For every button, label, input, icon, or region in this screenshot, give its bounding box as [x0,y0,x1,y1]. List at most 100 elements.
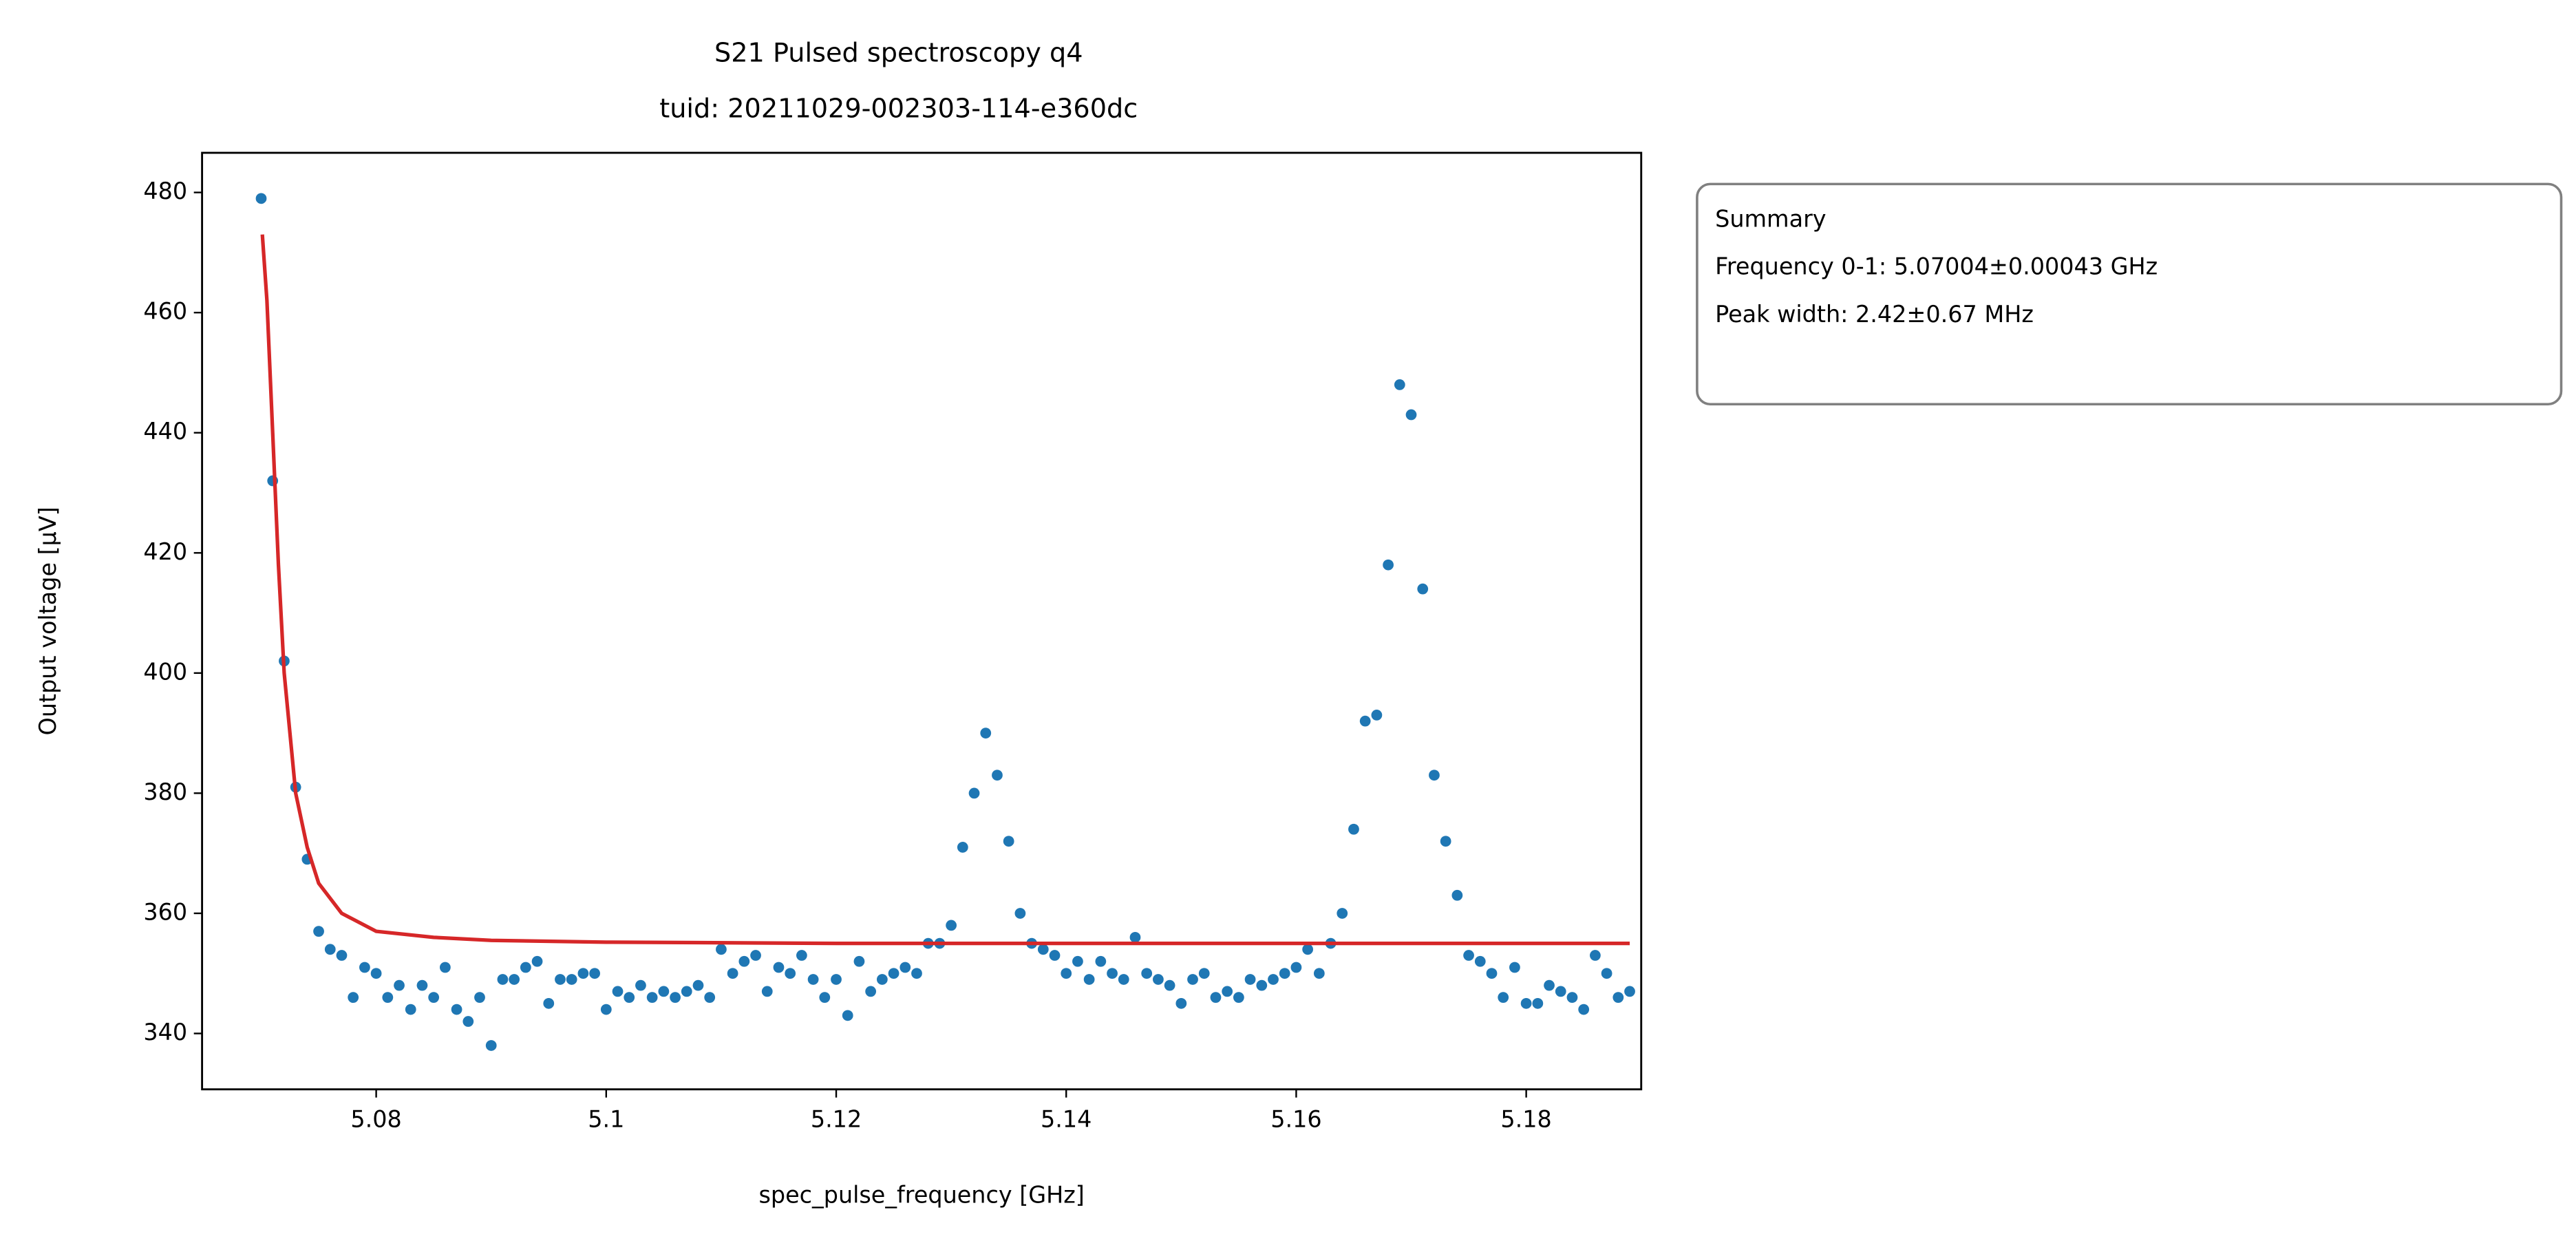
data-point [819,992,831,1004]
data-point [773,962,785,973]
data-point [635,979,646,991]
data-point [1498,992,1509,1004]
data-point [646,992,658,1004]
data-point [900,962,911,973]
data-point [451,1004,462,1015]
data-point [992,770,1003,781]
data-point [394,979,405,991]
data-point [1153,974,1164,985]
data-point [692,979,704,991]
x-tick-label: 5.16 [1270,1106,1321,1133]
data-point [785,968,796,979]
data-point [1061,968,1072,979]
data-point [681,986,692,997]
data-point [1095,955,1107,967]
x-tick-label: 5.14 [1041,1106,1092,1133]
data-point [474,992,485,1004]
x-tick-label: 5.12 [811,1106,862,1133]
data-point [566,974,577,985]
data-point [716,944,727,955]
data-point [1083,974,1095,985]
data-point [1256,979,1268,991]
summary-box [1696,182,2563,406]
data-point [1509,962,1520,973]
data-point [520,962,531,973]
y-tick-label: 480 [143,178,187,204]
data-point [405,1004,416,1015]
data-point [1279,968,1290,979]
chart-title: S21 Pulsed spectroscopy q4 [714,38,1083,68]
data-point [1164,979,1175,991]
data-point [1532,997,1544,1009]
data-point [1394,379,1405,390]
data-point [911,968,922,979]
data-point [1037,944,1049,955]
data-point [1383,559,1394,571]
summary-width: Peak width: 2.42±0.67 MHz [1715,301,2034,328]
data-point [1302,944,1314,955]
y-tick-label: 340 [143,1019,187,1046]
data-point [348,992,359,1004]
data-point [1578,1004,1590,1015]
x-tick-label: 5.18 [1500,1106,1551,1133]
data-point [462,1016,474,1027]
data-point [831,974,842,985]
plot-frame [201,151,1643,1091]
y-tick-label: 400 [143,658,187,685]
data-point [324,944,336,955]
data-point [1290,962,1302,973]
data-point [382,992,394,1004]
data-point [957,842,968,853]
data-point [531,955,543,967]
data-point [1440,836,1451,847]
chart-subtitle: tuid: 20211029-002303-114-e360dc [659,94,1138,124]
data-point [1141,968,1153,979]
data-point [888,968,900,979]
data-point [1405,409,1417,421]
data-point [1348,823,1359,835]
x-axis-label: spec_pulse_frequency [GHz] [759,1181,1085,1208]
data-point [255,193,267,204]
y-tick-label: 440 [143,418,187,445]
data-point [1359,715,1371,727]
y-tick-label: 420 [143,538,187,565]
data-point [577,968,589,979]
data-point [1268,974,1279,985]
data-point [589,968,600,979]
data-point [761,986,773,997]
summary-heading: Summary [1715,205,1826,232]
y-tick-label: 460 [143,298,187,325]
data-point [796,950,807,961]
data-point [704,992,716,1004]
summary-frequency: Frequency 0-1: 5.07004±0.00043 GHz [1715,253,2158,280]
data-point [509,974,520,985]
data-point [624,992,635,1004]
data-point [1107,968,1118,979]
data-point [876,974,888,985]
data-point [1233,992,1244,1004]
data-point [750,950,761,961]
data-point [439,962,451,973]
data-point [853,955,865,967]
data-point [738,955,750,967]
y-axis-label: Output voltage [µV] [34,507,61,735]
data-point [1555,986,1566,997]
data-point [1566,992,1578,1004]
data-point [600,1004,612,1015]
data-point [1624,986,1635,997]
data-point [807,974,819,985]
y-tick-label: 380 [143,778,187,805]
x-tick-label: 5.1 [588,1106,624,1133]
data-point [1003,836,1014,847]
data-point [1198,968,1210,979]
data-point [428,992,440,1004]
x-tick-label: 5.08 [350,1106,401,1133]
data-point [1474,955,1486,967]
data-point [658,986,670,997]
data-point [497,974,509,985]
data-point [1520,997,1532,1009]
data-point [359,962,370,973]
fit-line [260,234,1630,946]
data-point [1187,974,1198,985]
